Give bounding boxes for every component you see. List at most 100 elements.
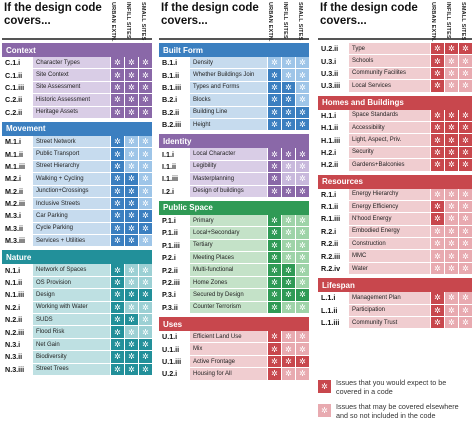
coverage-expected-cell: ✲ — [458, 43, 472, 55]
star-icon: ✲ — [299, 290, 306, 300]
table-row: P.1.iii Tertiary ✲ ✲ ✲ — [159, 239, 309, 253]
table-row: U.1.ii Mix ✲ ✲ ✲ — [159, 343, 309, 356]
star-icon: ✲ — [271, 344, 278, 354]
header-title: If the design code covers... — [4, 2, 102, 27]
star-icon: ✲ — [434, 68, 441, 78]
coverage-expected-cell: ✲ — [110, 197, 124, 210]
item-code: R.1.iii — [321, 214, 341, 224]
coverage-expected-cell: ✲ — [458, 146, 472, 159]
star-icon: ✲ — [434, 318, 441, 328]
coverage-elsewhere-cell: ✲ — [458, 188, 472, 200]
item-label: Legibility — [190, 160, 267, 173]
star-icon: ✲ — [299, 186, 306, 196]
coverage-expected-cell: ✲ — [110, 235, 124, 247]
star-icon: ✲ — [285, 228, 292, 238]
star-icon: ✲ — [448, 189, 455, 199]
coverage-expected-cell: ✲ — [281, 118, 295, 131]
item-code: C.1.iii — [5, 82, 25, 92]
star-icon: ✲ — [271, 357, 278, 366]
item-code: I.1.iii — [162, 174, 178, 184]
coverage-expected-cell: ✲ — [110, 210, 124, 222]
coverage-elsewhere-cell: ✲ — [430, 225, 444, 238]
star-icon: ✲ — [299, 240, 306, 250]
coverage-expected-cell: ✲ — [267, 173, 281, 185]
star-icon: ✲ — [114, 82, 121, 92]
table-row: P.1.i Primary ✲ ✲ ✲ — [159, 214, 309, 228]
coverage-elsewhere-cell: ✲ — [281, 160, 295, 173]
star-icon: ✲ — [448, 202, 455, 212]
star-icon: ✲ — [285, 290, 292, 300]
item-code: B.2.iii — [162, 120, 182, 130]
coverage-expected-cell: ✲ — [444, 121, 458, 134]
coverage-elsewhere-cell: ✲ — [281, 331, 295, 343]
star-icon: ✲ — [271, 290, 278, 300]
star-icon: ✲ — [299, 253, 306, 263]
star-icon: ✲ — [462, 189, 469, 199]
coverage-expected-cell: ✲ — [444, 159, 458, 171]
coverage-elsewhere-cell: ✲ — [281, 173, 295, 185]
item-code: P.2.i — [162, 253, 176, 263]
coverage-expected-cell: ✲ — [124, 106, 138, 118]
star-icon: ✲ — [299, 216, 306, 226]
table-row: H.1.iii Light, Aspect, Priv. ✲ ✲ ✲ — [318, 134, 472, 147]
star-icon: ✲ — [285, 120, 292, 130]
item-label: Design — [33, 289, 110, 301]
coverage-expected-cell: ✲ — [110, 264, 124, 276]
table-row: L.1.iii Community Trust ✲ ✲ ✲ — [318, 317, 472, 330]
item-label: Height — [190, 118, 267, 131]
star-icon: ✲ — [299, 344, 306, 354]
table-row: R.1.ii Energy Efficiency ✲ ✲ ✲ — [318, 200, 472, 214]
table-row: N.2.ii SUDS ✲ ✲ ✲ — [2, 314, 152, 327]
star-icon: ✲ — [462, 135, 469, 145]
star-icon: ✲ — [142, 199, 149, 209]
coverage-elsewhere-cell: ✲ — [295, 94, 309, 106]
star-icon: ✲ — [128, 199, 135, 209]
item-code: H.2.ii — [321, 160, 339, 170]
item-code: L.1.iii — [321, 318, 340, 328]
section-heading: Identity — [159, 134, 309, 149]
star-icon: ✲ — [128, 95, 135, 105]
header-small-sites: SMALL SITES — [140, 2, 146, 41]
coverage-expected-cell: ✲ — [430, 43, 444, 55]
item-code: I.1.i — [162, 149, 174, 159]
coverage-elsewhere-cell: ✲ — [458, 225, 472, 238]
coverage-expected-cell: ✲ — [124, 185, 138, 197]
section-group: Built Form B.1.i Density ✲ ✲ ✲ B.1.ii Whether B… — [159, 43, 309, 132]
table-row: L.1.ii Participation ✲ ✲ ✲ — [318, 304, 472, 318]
star-icon: ✲ — [142, 290, 149, 300]
table-row: C.1.iii Site Assessment ✲ ✲ ✲ — [2, 81, 152, 95]
coverage-expected-cell: ✲ — [110, 81, 124, 94]
item-label: Building Line — [190, 106, 267, 118]
coverage-expected-cell: ✲ — [110, 301, 124, 314]
table-row: U.2.ii Type ✲ ✲ ✲ — [318, 43, 472, 56]
item-code: P.3.i — [162, 290, 176, 300]
table-row: B.1.iii Types and Forms ✲ ✲ ✲ — [159, 81, 309, 95]
coverage-expected-cell: ✲ — [281, 94, 295, 106]
header-urban-extn: URBAN EXTN. — [267, 2, 273, 42]
section-group: Lifespan L.1.i Management Plan ✲ ✲ ✲ L.1.ii Par… — [318, 278, 472, 330]
coverage-elsewhere-cell: ✲ — [444, 80, 458, 92]
coverage-expected-cell: ✲ — [267, 227, 281, 239]
star-icon: ✲ — [128, 186, 135, 196]
star-icon: ✲ — [318, 380, 331, 393]
star-icon: ✲ — [299, 161, 306, 171]
item-label: Community Trust — [349, 317, 430, 329]
coverage-expected-cell: ✲ — [430, 121, 444, 134]
coverage-elsewhere-cell: ✲ — [295, 252, 309, 264]
star-icon: ✲ — [448, 147, 455, 157]
column-1: If the design code covers... URBAN EXTN.… — [2, 0, 152, 376]
star-icon: ✲ — [114, 186, 121, 196]
table-row: I.1.ii Legibility ✲ ✲ ✲ — [159, 160, 309, 174]
star-icon: ✲ — [462, 123, 469, 133]
star-icon: ✲ — [128, 223, 135, 233]
coverage-elsewhere-cell: ✲ — [138, 326, 152, 338]
item-code: N.3.i — [5, 340, 21, 349]
star-icon: ✲ — [128, 161, 135, 171]
star-icon: ✲ — [114, 70, 121, 80]
table-row: B.1.i Density ✲ ✲ ✲ — [159, 57, 309, 70]
star-icon: ✲ — [114, 58, 121, 68]
top-rows-group: U.2.ii Type ✲ ✲ ✲ U.3.i Schools ✲ ✲ ✲ U.3.ii Commun… — [318, 43, 472, 93]
item-label: Meeting Places — [190, 252, 267, 264]
coverage-elsewhere-cell: ✲ — [295, 227, 309, 239]
column-body: U.2.ii Type ✲ ✲ ✲ U.3.i Schools ✲ ✲ ✲ U.3.ii Commun… — [318, 43, 472, 330]
